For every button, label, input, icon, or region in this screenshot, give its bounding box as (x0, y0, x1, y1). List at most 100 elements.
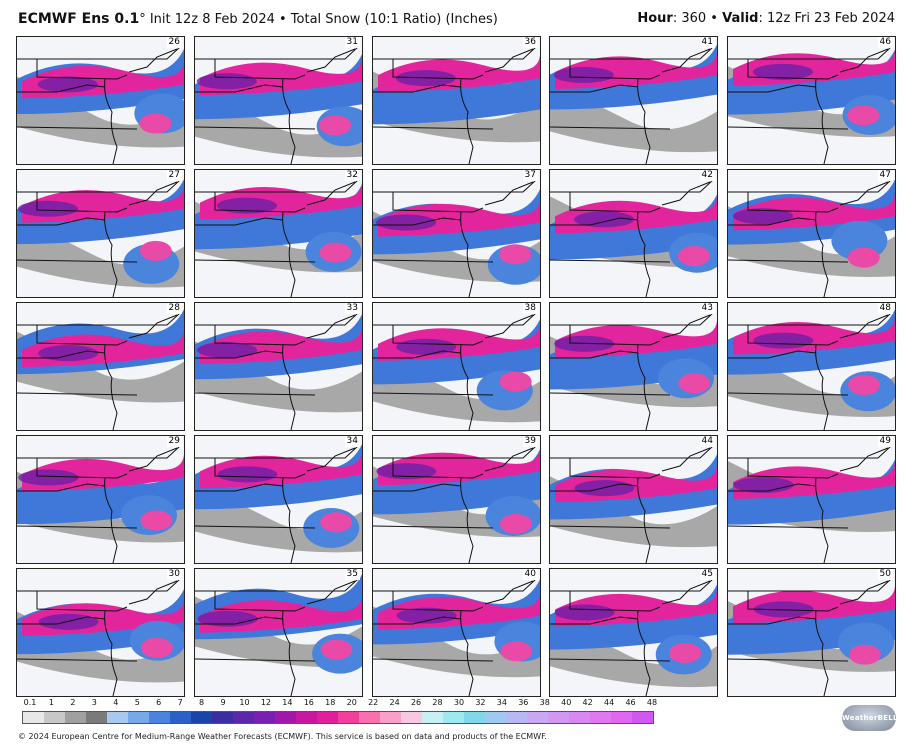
scale-tick-label: 46 (625, 698, 636, 707)
member-panel: 45 (549, 568, 718, 697)
member-number: 27 (166, 170, 182, 181)
member-panel: 26 (16, 36, 185, 165)
member-number: 48 (877, 303, 893, 314)
member-panel: 42 (549, 169, 718, 298)
valid-label: Valid (722, 11, 759, 26)
member-number: 33 (344, 303, 360, 314)
snowfall-map (195, 170, 362, 297)
scale-swatch (170, 712, 191, 723)
member-panel: 48 (727, 302, 896, 431)
member-number: 32 (344, 170, 360, 181)
snowfall-map (17, 37, 184, 164)
scale-swatch (317, 712, 338, 723)
member-number: 40 (522, 569, 538, 580)
snowfall-map (728, 569, 895, 696)
member-number: 26 (166, 37, 182, 48)
scale-tick-label: 4 (113, 698, 119, 707)
scale-swatch (296, 712, 317, 723)
member-panel: 27 (16, 169, 185, 298)
scale-swatch (632, 712, 653, 723)
member-panel: 43 (549, 302, 718, 431)
member-number: 29 (166, 436, 182, 447)
scale-swatch (44, 712, 65, 723)
member-panel: 35 (194, 568, 363, 697)
scale-tick-label: 16 (303, 698, 314, 707)
member-number: 38 (522, 303, 538, 314)
footer-credit: © 2024 European Centre for Medium-Range … (18, 732, 547, 741)
member-number: 35 (344, 569, 360, 580)
scale-swatch (233, 712, 254, 723)
member-panel: 49 (727, 435, 896, 564)
scale-swatch (191, 712, 212, 723)
init-text: Init 12z 8 Feb 2024 • Total Snow (10:1 R… (145, 12, 498, 27)
member-number: 39 (522, 436, 538, 447)
member-panel: 32 (194, 169, 363, 298)
member-number: 30 (166, 569, 182, 580)
header: ECMWF Ens 0.1° Init 12z 8 Feb 2024 • Tot… (0, 0, 913, 30)
snowfall-map (373, 170, 540, 297)
member-number: 37 (522, 170, 538, 181)
scale-tick-label: 24 (389, 698, 400, 707)
member-panel: 34 (194, 435, 363, 564)
scale-swatch (86, 712, 107, 723)
scale-swatch (611, 712, 632, 723)
scale-swatch (338, 712, 359, 723)
member-number: 43 (699, 303, 715, 314)
member-number: 47 (877, 170, 893, 181)
model-name: ECMWF Ens 0.1 (18, 11, 140, 27)
scale-swatch (548, 712, 569, 723)
snowfall-map (195, 303, 362, 430)
scale-tick-label: 7 (177, 698, 183, 707)
valid-time: Hour: 360 • Valid: 12z Fri 23 Feb 2024 (637, 11, 895, 26)
snowfall-map (17, 436, 184, 563)
member-number: 49 (877, 436, 893, 447)
chart-title: ECMWF Ens 0.1° Init 12z 8 Feb 2024 • Tot… (18, 11, 498, 27)
scale-tick-label: 3 (91, 698, 97, 707)
member-panel: 28 (16, 302, 185, 431)
scale-tick-label: 2 (70, 698, 76, 707)
scale-swatch (380, 712, 401, 723)
scale-tick-label: 8 (199, 698, 205, 707)
member-number: 31 (344, 37, 360, 48)
scale-swatch (422, 712, 443, 723)
snowfall-map (17, 303, 184, 430)
scale-swatch (506, 712, 527, 723)
member-number: 28 (166, 303, 182, 314)
scale-tick-label: 9 (220, 698, 226, 707)
member-panel: 36 (372, 36, 541, 165)
scale-tick-label: 40 (561, 698, 572, 707)
member-number: 45 (699, 569, 715, 580)
scale-swatch (149, 712, 170, 723)
snowfall-map (373, 569, 540, 696)
scale-tick-label: 34 (496, 698, 507, 707)
snowfall-map (17, 569, 184, 696)
ensemble-panel-grid: 26 31 36 41 46 27 32 37 42 47 28 33 38 43 48 29 34 39 44 49… (16, 36, 897, 697)
member-panel: 41 (549, 36, 718, 165)
snowfall-map (728, 37, 895, 164)
scale-swatch (485, 712, 506, 723)
hour-value: : 360 • (672, 11, 723, 26)
member-number: 41 (699, 37, 715, 48)
scale-bar (22, 711, 654, 724)
snowfall-map (550, 37, 717, 164)
member-panel: 31 (194, 36, 363, 165)
scale-swatch (569, 712, 590, 723)
scale-swatch (590, 712, 611, 723)
snowfall-map (550, 303, 717, 430)
snowfall-map (195, 569, 362, 696)
snowfall-map (550, 569, 717, 696)
member-number: 42 (699, 170, 715, 181)
snowfall-map (728, 303, 895, 430)
scale-swatch (401, 712, 422, 723)
scale-tick-label: 5 (134, 698, 140, 707)
scale-tick-label: 20 (346, 698, 357, 707)
scale-tick-label: 18 (325, 698, 336, 707)
scale-tick-label: 26 (410, 698, 422, 707)
scale-tick-label: 6 (156, 698, 162, 707)
member-panel: 30 (16, 568, 185, 697)
scale-tick-label: 38 (539, 698, 550, 707)
scale-tick-label: 36 (518, 698, 529, 707)
snowfall-map (550, 170, 717, 297)
scale-tick-label: 32 (475, 698, 486, 707)
weatherbell-logo: WeatherBELL (842, 705, 898, 731)
